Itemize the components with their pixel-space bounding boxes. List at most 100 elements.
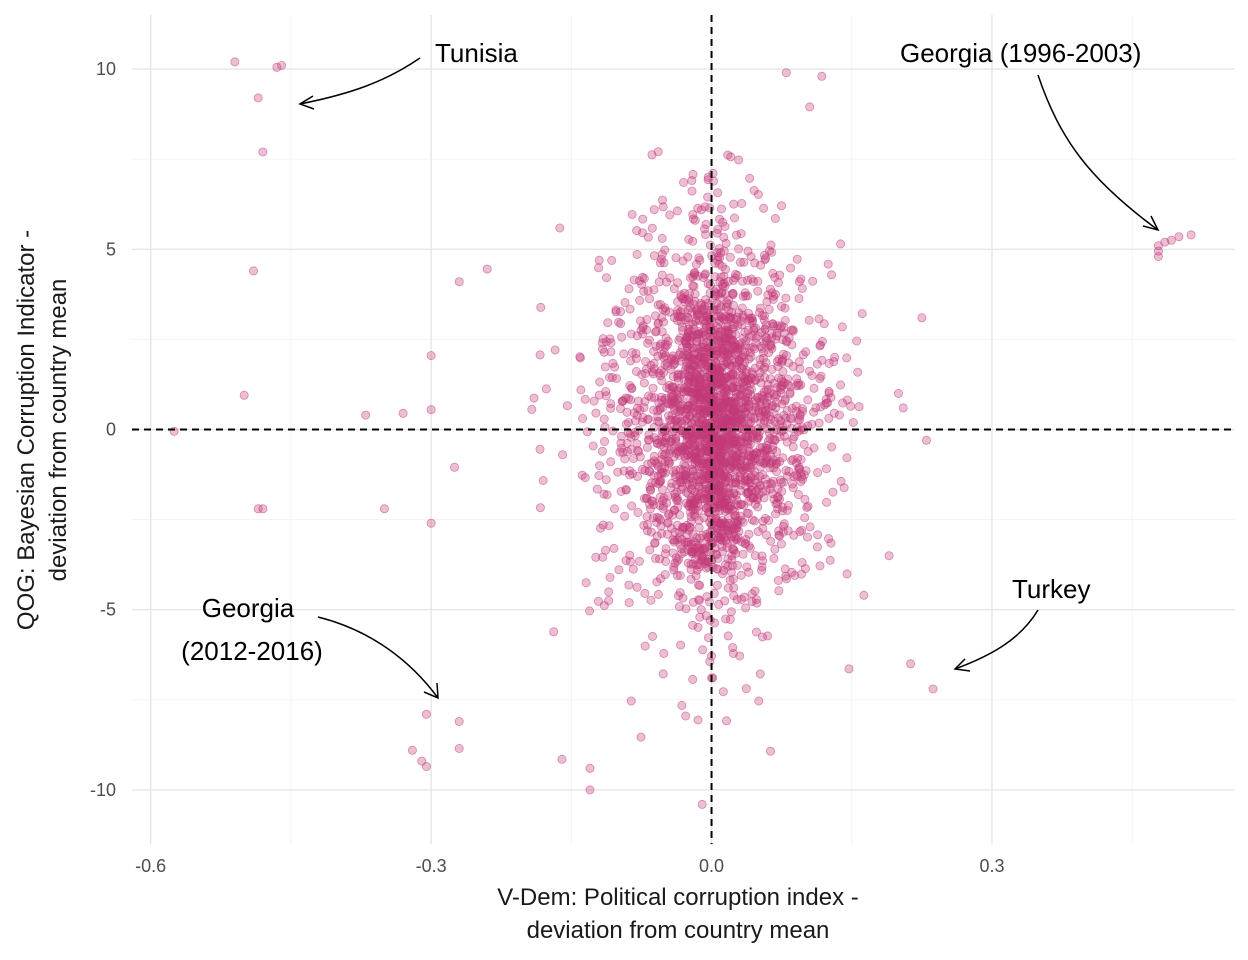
data-point: [733, 417, 743, 427]
data-point: [717, 204, 727, 214]
annotation-turkey: Turkey: [953, 574, 1091, 672]
data-point: [729, 583, 739, 593]
data-point: [672, 556, 682, 566]
data-point: [740, 407, 750, 417]
data-point: [644, 466, 654, 476]
data-point: [767, 247, 777, 257]
data-point: [760, 372, 770, 382]
data-point: [622, 407, 632, 417]
data-point: [827, 442, 837, 452]
data-point: [680, 470, 690, 480]
data-point: [660, 342, 670, 352]
data-point: [684, 324, 694, 334]
data-point: [693, 307, 703, 317]
data-point: [681, 604, 691, 614]
data-point: [617, 332, 627, 342]
data-point: [635, 295, 645, 305]
data-point: [731, 269, 741, 279]
annotation-georgia-2012-2016: Georgia (2012-2016): [181, 593, 439, 700]
data-point: [814, 314, 824, 324]
data-point: [421, 762, 431, 772]
data-point: [675, 571, 685, 581]
data-point: [743, 291, 753, 301]
data-point: [805, 366, 815, 376]
data-point: [694, 433, 704, 443]
data-point: [755, 360, 765, 370]
data-point: [757, 551, 767, 561]
data-point: [687, 176, 697, 186]
data-point: [594, 263, 604, 273]
data-point: [717, 415, 727, 425]
data-point: [773, 493, 783, 503]
data-point: [797, 283, 807, 293]
data-point: [731, 523, 741, 533]
data-point: [795, 364, 805, 374]
annotation-arrow-turkey: [954, 609, 1039, 670]
data-point: [549, 627, 559, 637]
data-point: [762, 336, 772, 346]
data-point: [602, 490, 612, 500]
data-point: [804, 315, 814, 325]
data-point: [638, 272, 648, 282]
data-point: [672, 493, 682, 503]
data-point: [733, 347, 743, 357]
data-point: [716, 353, 726, 363]
data-point: [639, 286, 649, 296]
data-point: [647, 458, 657, 468]
data-point: [677, 534, 687, 544]
data-point: [653, 438, 663, 448]
data-point: [679, 387, 689, 397]
data-point: [852, 336, 862, 346]
data-point: [698, 417, 708, 427]
data-point: [672, 206, 682, 216]
data-point: [725, 615, 735, 625]
data-point: [772, 331, 782, 341]
data-point: [620, 297, 630, 307]
data-point: [776, 384, 786, 394]
data-point: [737, 410, 747, 420]
data-point: [800, 513, 810, 523]
data-point: [550, 345, 560, 355]
data-point: [731, 499, 741, 509]
data-point: [817, 71, 827, 81]
data-point: [737, 303, 747, 313]
data-point: [730, 444, 740, 454]
data-point: [558, 450, 568, 460]
data-point: [727, 555, 737, 565]
data-point: [638, 323, 648, 333]
data-point: [605, 372, 615, 382]
data-point: [805, 522, 815, 532]
data-point: [777, 354, 787, 364]
data-point: [671, 253, 681, 263]
data-point: [722, 351, 732, 361]
data-point: [700, 316, 710, 326]
data-point: [718, 279, 728, 289]
data-point: [694, 596, 704, 606]
data-point: [750, 499, 760, 509]
data-point: [606, 399, 616, 409]
data-point: [758, 523, 768, 533]
data-point: [700, 269, 710, 279]
data-point: [527, 404, 537, 414]
data-point: [812, 359, 822, 369]
data-point: [656, 339, 666, 349]
data-point: [688, 400, 698, 410]
data-point: [585, 763, 595, 773]
data-point: [763, 392, 773, 402]
data-point: [277, 61, 287, 71]
data-point: [768, 435, 778, 445]
data-point: [714, 259, 724, 269]
data-point: [828, 487, 838, 497]
data-point: [673, 372, 683, 382]
data-point: [599, 414, 609, 424]
data-point: [608, 358, 618, 368]
data-point: [762, 530, 772, 540]
data-point: [753, 502, 763, 512]
data-point: [629, 453, 639, 463]
data-point: [809, 407, 819, 417]
x-tick-label: 0.3: [979, 856, 1004, 876]
data-point: [636, 316, 646, 326]
data-point: [795, 415, 805, 425]
data-point: [689, 281, 699, 291]
data-point: [747, 515, 757, 525]
